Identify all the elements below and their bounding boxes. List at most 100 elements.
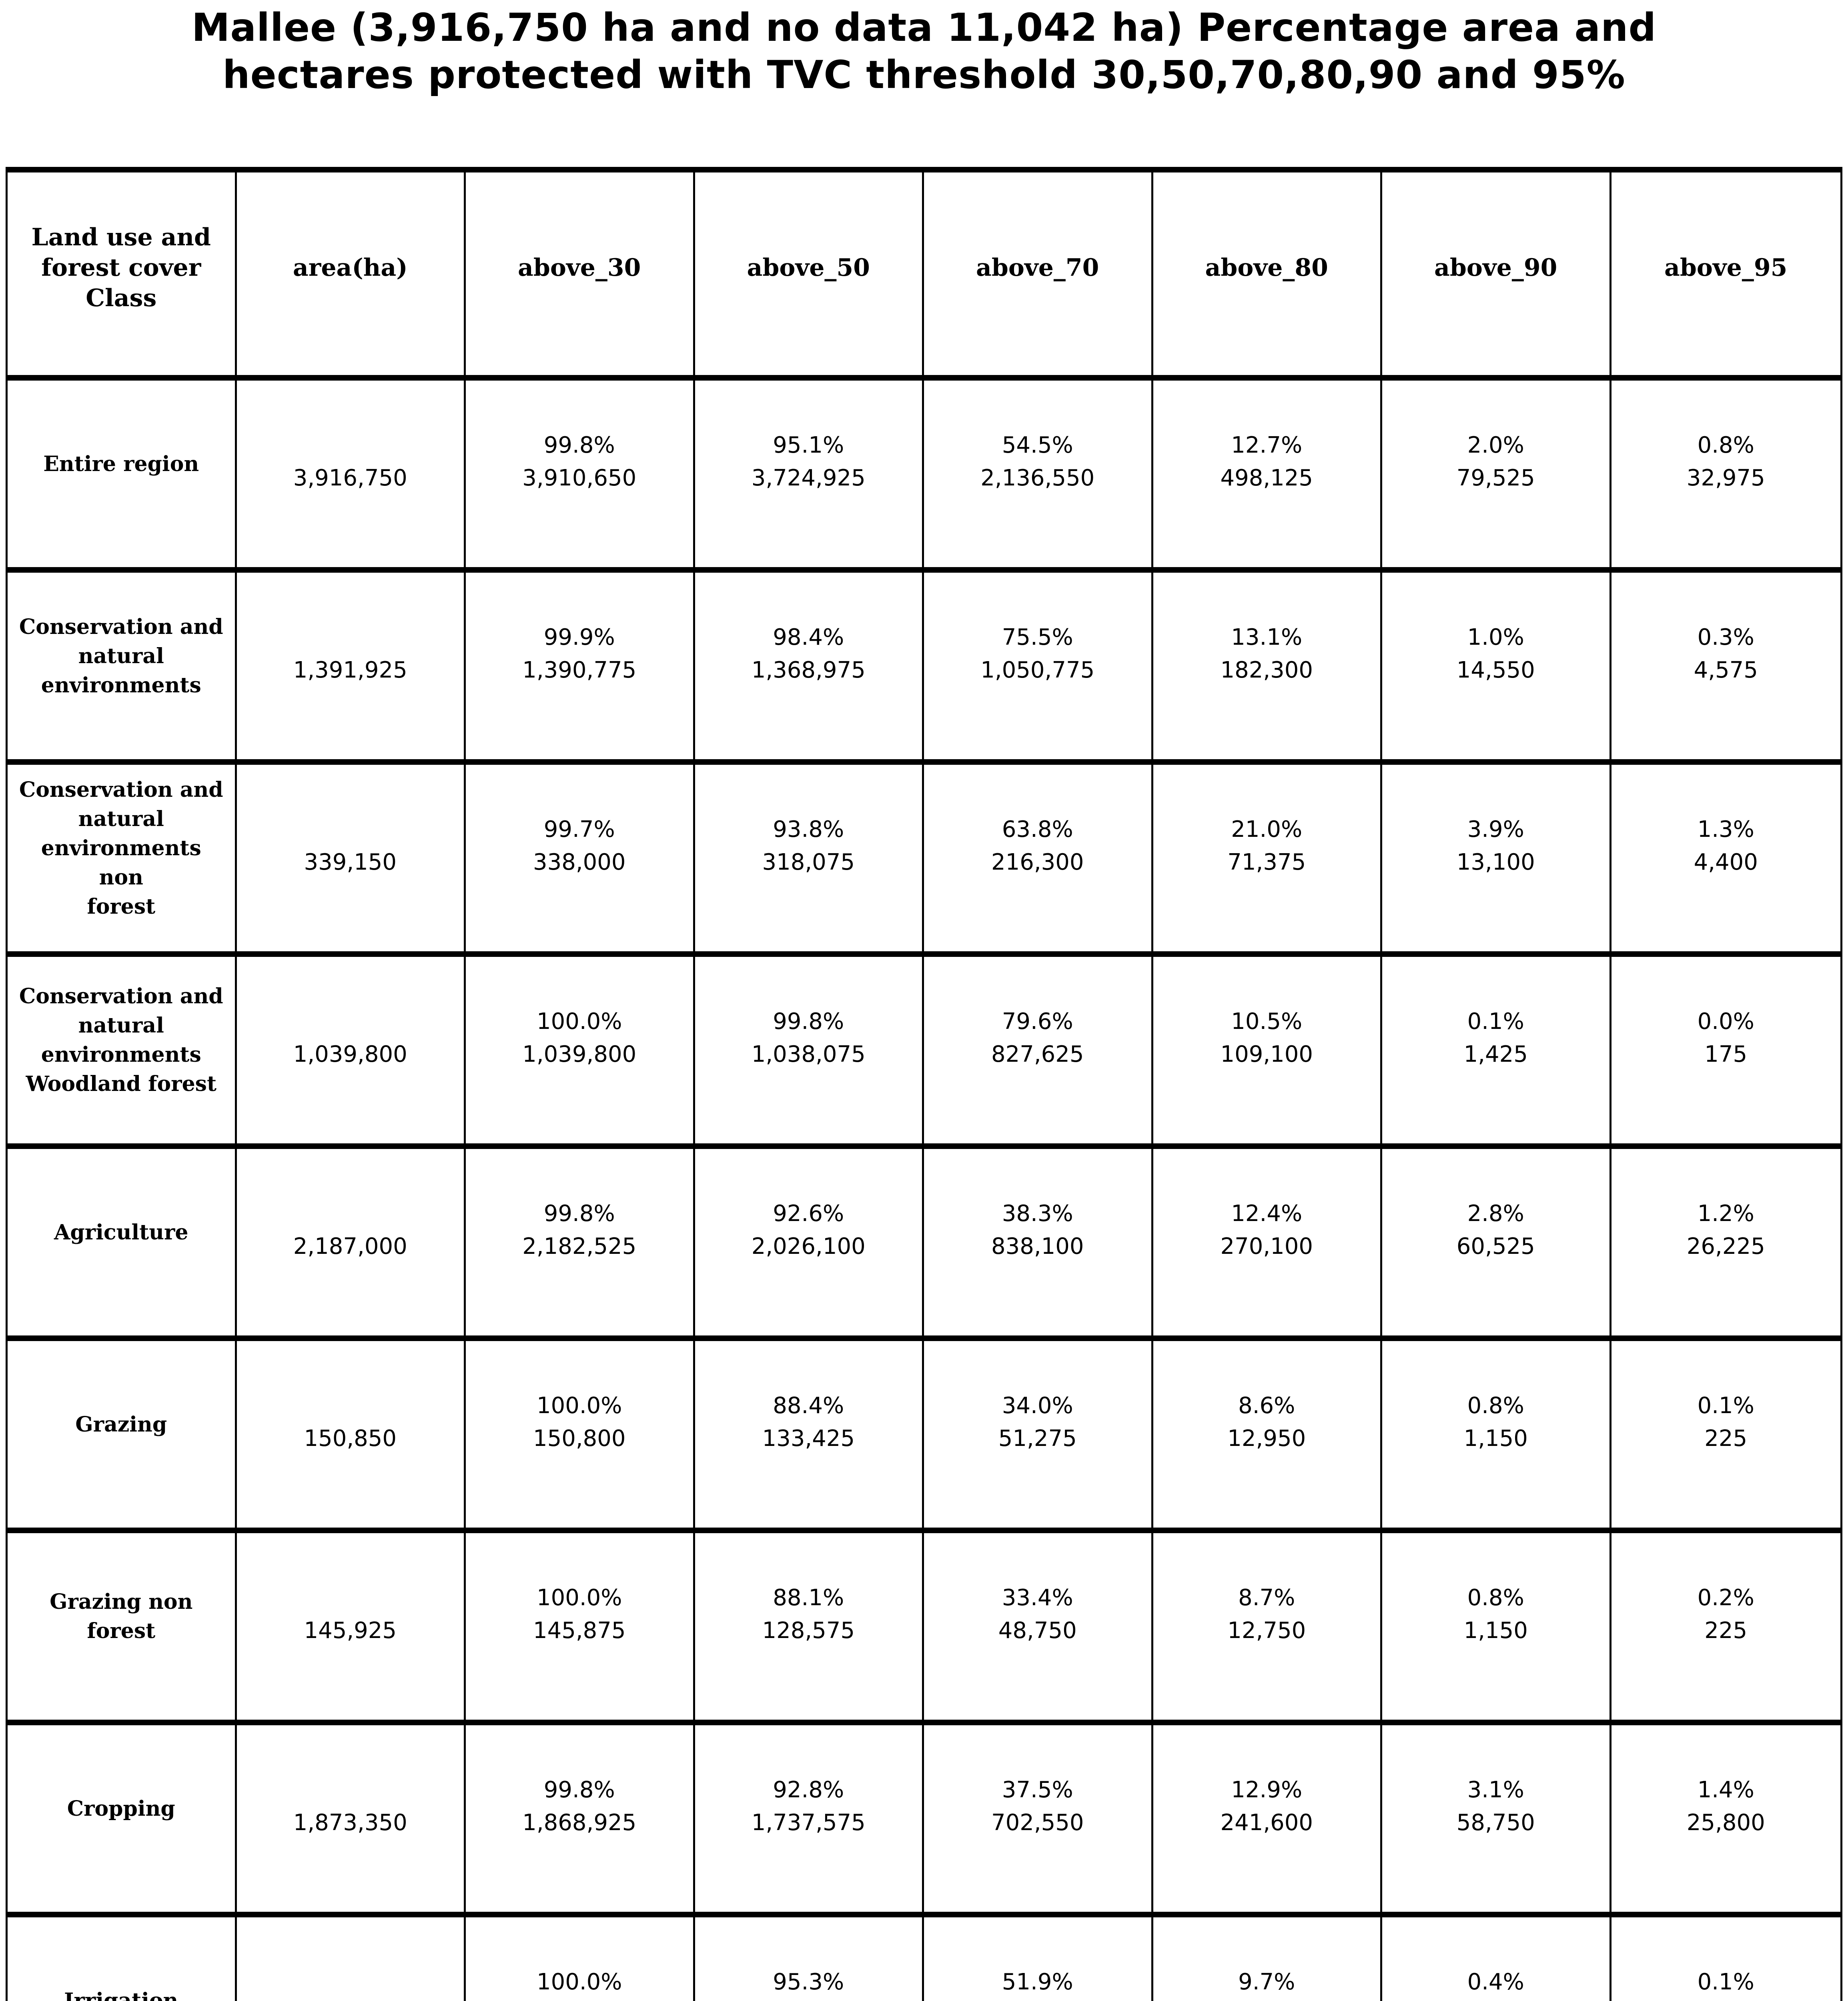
column-header: above_95 <box>1611 172 1840 381</box>
data-cell: 99.8% 1,868,925 <box>466 1725 695 1917</box>
data-cell: 12.9% 241,600 <box>1153 1725 1382 1917</box>
page-title-line2: hectares protected with TVC threshold 30… <box>222 52 1626 97</box>
hectares-value: 1,873,350 <box>293 1810 407 1836</box>
hectares-value: 2,187,000 <box>293 1233 407 1259</box>
percent-value: 10.5% <box>1231 1009 1303 1035</box>
percent-value: 21.0% <box>1231 816 1303 842</box>
percent-value: 99.8% <box>543 1777 615 1803</box>
row-class-cell: Entire region <box>8 381 237 573</box>
column-header: area(ha) <box>237 172 466 381</box>
percent-value: 3.9% <box>1467 816 1524 842</box>
data-cell: 1,039,800 <box>237 957 466 1149</box>
hectares-value: 26,225 <box>1686 1233 1765 1259</box>
percent-value: 3.1% <box>1467 1777 1524 1803</box>
percent-value: 12.7% <box>1231 432 1303 458</box>
hectares-value: 1,737,575 <box>751 1810 866 1836</box>
hectares-value: 145,925 <box>304 1618 397 1644</box>
percent-value: 51.9% <box>1002 1969 1073 1995</box>
data-cell: 1.3% 4,400 <box>1611 765 1840 957</box>
data-cell: 12.7% 498,125 <box>1153 381 1382 573</box>
percent-value: 79.6% <box>1002 1009 1073 1035</box>
hectares-value: 82,300 <box>998 1999 1077 2001</box>
data-cell: 0.4% 625 <box>1382 1917 1611 2001</box>
column-header: above_50 <box>695 172 924 381</box>
percent-value: 8.6% <box>1238 1393 1295 1419</box>
data-cell: 2.0% 79,525 <box>1382 381 1611 573</box>
hectares-value: 838,100 <box>991 1233 1084 1259</box>
column-header: above_80 <box>1153 172 1382 381</box>
data-cell: 145,925 <box>237 1533 466 1725</box>
hectares-value: 1,039,800 <box>522 1041 637 1067</box>
percent-value: 0.2% <box>1697 1585 1754 1611</box>
data-cell: 158,425 <box>237 1917 466 2001</box>
hectares-value: 145,875 <box>533 1618 626 1644</box>
column-header: above_90 <box>1382 172 1611 381</box>
percent-value: 12.9% <box>1231 1777 1303 1803</box>
hectares-value: 158,425 <box>304 1999 397 2001</box>
row-class-cell: Grazing non forest <box>8 1533 237 1725</box>
data-cell: 63.8% 216,300 <box>924 765 1153 957</box>
row-class-cell: Conservation and natural environments no… <box>8 765 237 957</box>
data-cell: 0.2% 225 <box>1611 1533 1840 1725</box>
data-cell: 3,916,750 <box>237 381 466 573</box>
hectares-value: 48,750 <box>998 1618 1077 1644</box>
data-cell: 95.3% 151,050 <box>695 1917 924 2001</box>
percent-value: 0.1% <box>1467 1009 1524 1035</box>
hectares-value: 339,150 <box>304 849 397 875</box>
data-cell: 0.0% 175 <box>1611 957 1840 1149</box>
hectares-value: 15,325 <box>1227 1999 1306 2001</box>
hectares-value: 4,400 <box>1694 849 1758 875</box>
percent-value: 13.1% <box>1231 624 1303 650</box>
hectares-value: 14,550 <box>1456 657 1535 683</box>
data-cell: 1.4% 25,800 <box>1611 1725 1840 1917</box>
data-cell: 0.1% 225 <box>1611 1341 1840 1533</box>
data-cell: 0.3% 4,575 <box>1611 573 1840 765</box>
hectares-value: 4,575 <box>1694 657 1758 683</box>
data-cell: 10.5% 109,100 <box>1153 957 1382 1149</box>
data-cell: 88.1% 128,575 <box>695 1533 924 1725</box>
data-cell: 99.8% 1,038,075 <box>695 957 924 1149</box>
percent-value: 100.0% <box>536 1969 622 1995</box>
hectares-value: 79,525 <box>1456 465 1535 491</box>
hectares-value: 109,100 <box>1220 1041 1313 1067</box>
hectares-value: 13,100 <box>1456 849 1535 875</box>
hectares-value: 1,150 <box>1463 1618 1528 1644</box>
percent-value: 99.7% <box>543 816 615 842</box>
data-cell: 100.0% 145,875 <box>466 1533 695 1725</box>
hectares-value: 225 <box>1704 1618 1748 1644</box>
data-cell: 51.9% 82,300 <box>924 1917 1153 2001</box>
percent-value: 93.8% <box>773 816 844 842</box>
data-cell: 92.6% 2,026,100 <box>695 1149 924 1341</box>
data-cell: 99.7% 338,000 <box>466 765 695 957</box>
hectares-value: 58,750 <box>1456 1810 1535 1836</box>
data-cell: 0.1% 200 <box>1611 1917 1841 2001</box>
percent-value: 100.0% <box>536 1009 622 1035</box>
data-cell: 33.4% 48,750 <box>924 1533 1153 1725</box>
data-cell: 8.6% 12,950 <box>1153 1341 1382 1533</box>
data-cell: 2.8% 60,525 <box>1382 1149 1611 1341</box>
percent-value: 99.9% <box>543 624 615 650</box>
percent-value: 8.7% <box>1238 1585 1295 1611</box>
hectares-value: 498,125 <box>1220 465 1313 491</box>
hectares-value: 225 <box>1704 1426 1748 1452</box>
data-cell: 3.9% 13,100 <box>1382 765 1611 957</box>
data-cell: 1,391,925 <box>237 573 466 765</box>
column-header: above_70 <box>924 172 1153 381</box>
percent-value: 1.2% <box>1697 1201 1754 1227</box>
hectares-value: 128,575 <box>762 1618 855 1644</box>
data-cell: 92.8% 1,737,575 <box>695 1725 924 1917</box>
hectares-value: 60,525 <box>1456 1233 1535 1259</box>
percent-value: 98.4% <box>773 624 844 650</box>
hectares-value: 182,300 <box>1220 657 1313 683</box>
percent-value: 99.8% <box>543 432 615 458</box>
data-cell: 98.4% 1,368,975 <box>695 573 924 765</box>
hectares-value: 71,375 <box>1227 849 1306 875</box>
percent-value: 0.1% <box>1697 1969 1754 1995</box>
data-cell: 8.7% 12,750 <box>1153 1533 1382 1725</box>
data-cell: 37.5% 702,550 <box>924 1725 1153 1917</box>
data-cell: 100.0% 150,800 <box>466 1341 695 1533</box>
page-title: Mallee (3,916,750 ha and no data 11,042 … <box>0 4 1848 98</box>
percent-value: 38.3% <box>1002 1201 1073 1227</box>
data-cell: 2,187,000 <box>237 1149 466 1341</box>
